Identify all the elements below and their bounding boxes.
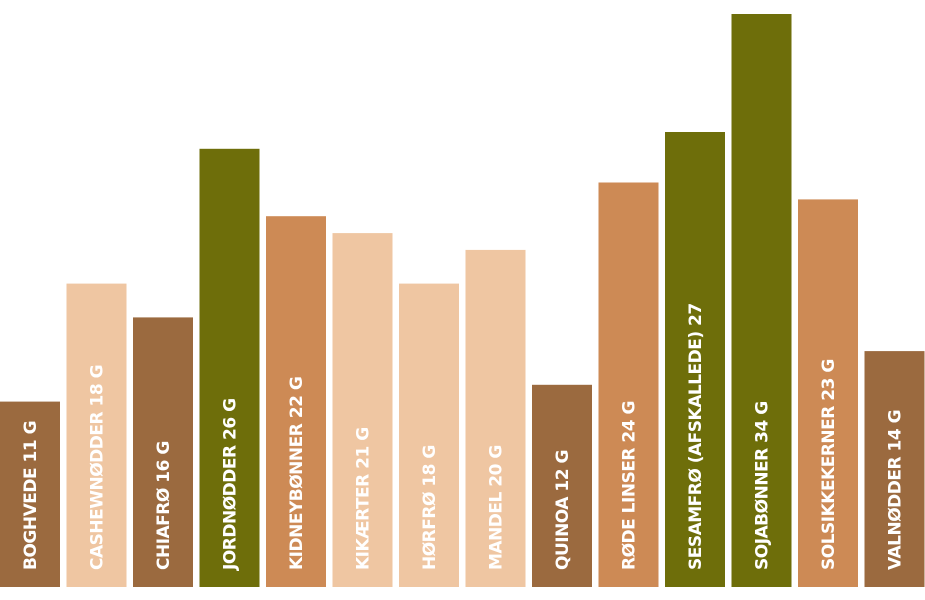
bar-label-11: SESAMFRØ (AFSKALLEDE) 27 — [686, 303, 706, 570]
bar-label-4: JORDNØDDER 26 G — [221, 398, 241, 571]
bar-label-7: HØRFRØ 18 G — [420, 445, 440, 570]
bar-label-10: RØDE LINSER 24 G — [620, 401, 640, 570]
bar-14 — [864, 351, 925, 587]
bar-labels-group: BOGHVEDE 11 G CASHEWNØDDER 18 G CHIAFRØ 16… — [21, 303, 906, 571]
bar-5 — [266, 216, 326, 587]
bar-4 — [199, 148, 260, 588]
bar-label-14: VALNØDDER 14 G — [886, 410, 906, 570]
bar-9 — [532, 384, 592, 587]
bar-2 — [66, 283, 127, 587]
bar-label-5: KIDNEYBØNNER 22 G — [287, 377, 307, 570]
bar-label-12: SOJABØNNER 34 G — [753, 401, 773, 570]
bar-12 — [731, 14, 792, 587]
bar-3 — [133, 317, 193, 587]
bar-label-8: MANDEL 20 G — [487, 445, 507, 570]
bar-6 — [332, 233, 393, 587]
bar-1 — [0, 401, 60, 587]
bar-label-3: CHIAFRØ 16 G — [154, 441, 174, 570]
bar-7 — [399, 283, 459, 587]
bar-8 — [465, 249, 526, 587]
bar-10 — [598, 182, 659, 587]
bar-label-1: BOGHVEDE 11 G — [21, 421, 41, 570]
bar-label-6: KIKÆRTER 21 G — [354, 427, 374, 570]
bar-label-2: CASHEWNØDDER 18 G — [88, 365, 108, 570]
bar-11 — [665, 132, 725, 587]
bar-13 — [798, 199, 858, 587]
bars-group — [0, 14, 925, 588]
bar-label-9: QUINOA 12 G — [553, 450, 573, 570]
bar-label-13: SOLSIKKEKERNER 23 G — [819, 359, 839, 570]
